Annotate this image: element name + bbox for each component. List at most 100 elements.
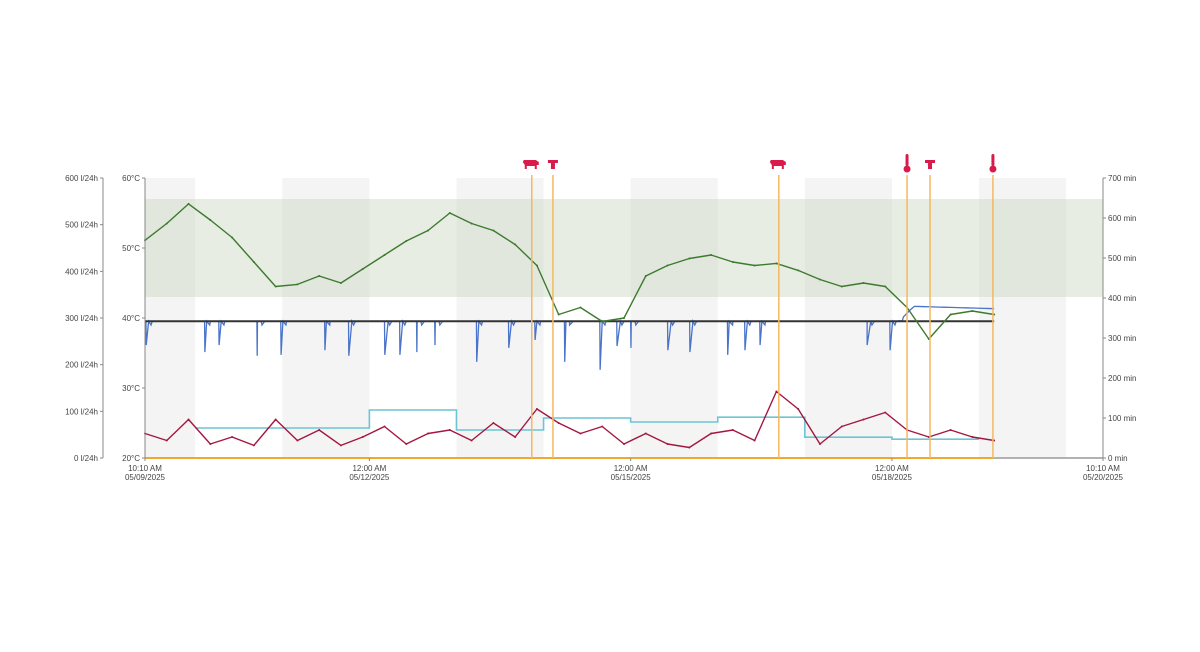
- x-tick-label-date: 05/20/2025: [1083, 473, 1124, 482]
- data-point: [405, 240, 408, 242]
- data-point: [514, 436, 517, 438]
- data-point: [818, 278, 821, 281]
- data-point: [209, 219, 212, 221]
- data-point: [710, 432, 713, 435]
- minutes-tick-label: 600 min: [1108, 214, 1136, 223]
- x-tick-label-time: 10:10 AM: [128, 464, 162, 473]
- data-point: [427, 432, 430, 435]
- background-layer: [145, 178, 1103, 458]
- data-point: [339, 282, 342, 284]
- data-point: [318, 275, 321, 277]
- x-tick-label-time: 12:00 AM: [614, 464, 648, 473]
- data-point: [971, 310, 974, 312]
- minutes-tick-label: 400 min: [1108, 294, 1136, 303]
- data-point: [797, 408, 800, 410]
- temperature-tick-label: 40°C: [122, 314, 140, 323]
- data-point: [187, 418, 190, 421]
- minutes-tick-label: 500 min: [1108, 254, 1136, 263]
- x-tick-label-date: 05/12/2025: [349, 473, 390, 482]
- data-point: [383, 425, 386, 428]
- data-point: [427, 229, 430, 232]
- data-point: [557, 422, 560, 424]
- data-point: [797, 269, 800, 272]
- data-point: [688, 446, 691, 449]
- data-point: [862, 282, 865, 284]
- data-point: [753, 264, 756, 267]
- flow-tick-label: 500 l/24h: [65, 221, 98, 230]
- daily-step-line: [195, 409, 980, 440]
- data-point: [448, 212, 451, 214]
- data-point: [514, 243, 517, 246]
- data-point: [710, 254, 713, 256]
- data-point: [623, 317, 625, 319]
- flow-tick-label: 0 l/24h: [74, 454, 98, 463]
- data-point: [666, 443, 669, 445]
- data-point: [535, 408, 538, 410]
- data-point: [579, 432, 582, 435]
- data-point: [557, 313, 560, 316]
- temperature-tick-label: 60°C: [122, 174, 140, 183]
- flow-tick-label: 100 l/24h: [65, 407, 98, 416]
- data-point: [840, 425, 843, 428]
- data-point: [383, 254, 386, 256]
- data-point: [731, 261, 734, 263]
- data-point: [187, 202, 190, 205]
- data-point: [318, 429, 321, 431]
- data-point: [840, 285, 843, 288]
- data-point: [231, 236, 234, 239]
- axes-layer: 0 l/24h 100 l/24h 200 l/24h 300 l/24h 400 l/…: [65, 174, 1136, 482]
- events-layer: [522, 154, 997, 458]
- temperature-line-green: [144, 203, 995, 340]
- target-temperature-band: [145, 199, 1103, 297]
- data-point: [296, 439, 299, 442]
- x-tick-label-time: 10:10 AM: [1086, 464, 1120, 473]
- data-point: [405, 443, 408, 445]
- data-point: [688, 257, 691, 260]
- shaded-day: [630, 178, 718, 458]
- data-point: [361, 268, 364, 270]
- cow-icon: [769, 160, 786, 169]
- flow-tick-label: 600 l/24h: [65, 174, 98, 183]
- x-tick-label-date: 05/09/2025: [125, 473, 166, 482]
- flow-tick-label: 300 l/24h: [65, 314, 98, 323]
- data-point: [470, 222, 473, 225]
- minutes-tick-label: 300 min: [1108, 334, 1136, 343]
- temperature-line-red: [144, 390, 995, 449]
- data-point: [165, 222, 168, 225]
- data-point: [731, 429, 734, 431]
- data-point: [601, 320, 604, 323]
- data-point: [666, 264, 669, 267]
- data-point: [884, 411, 887, 414]
- data-point: [231, 436, 234, 438]
- x-tick-label-time: 12:00 AM: [875, 464, 909, 473]
- data-point: [623, 443, 625, 445]
- minutes-tick-label: 100 min: [1108, 414, 1136, 423]
- data-point: [361, 436, 364, 438]
- data-point: [448, 429, 451, 431]
- shaded-day: [282, 178, 370, 458]
- flow-tick-label: 200 l/24h: [65, 361, 98, 370]
- data-point: [339, 444, 342, 447]
- minutes-tick-label: 700 min: [1108, 174, 1136, 183]
- data-point: [775, 390, 778, 393]
- minutes-tick-label: 200 min: [1108, 374, 1136, 383]
- treatment-icon: [925, 160, 936, 169]
- shaded-day: [456, 178, 544, 458]
- data-point: [601, 425, 604, 428]
- data-point: [644, 275, 647, 277]
- data-point: [492, 229, 495, 232]
- data-point: [165, 439, 168, 442]
- data-point: [818, 443, 821, 445]
- data-point: [971, 436, 974, 438]
- temperature-tick-label: 20°C: [122, 454, 140, 463]
- data-point: [274, 418, 277, 421]
- data-point: [296, 283, 299, 286]
- x-tick-label-date: 05/15/2025: [611, 473, 652, 482]
- x-tick-label-date: 05/18/2025: [872, 473, 913, 482]
- treatment-icon: [547, 160, 558, 169]
- flow-tick-label: 400 l/24h: [65, 267, 98, 276]
- data-point: [775, 262, 778, 265]
- data-point: [535, 264, 538, 267]
- data-point: [252, 261, 255, 263]
